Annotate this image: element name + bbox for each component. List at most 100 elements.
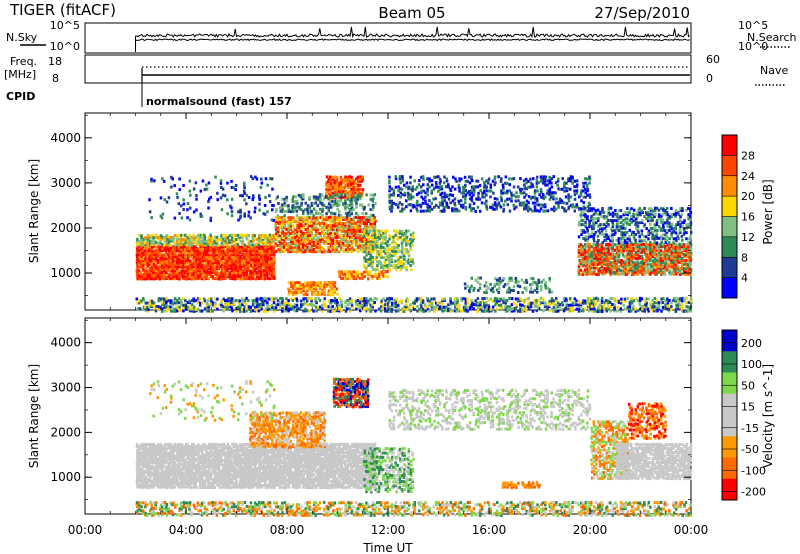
scatter-cell [204, 267, 208, 271]
scatter-cell [306, 293, 309, 297]
scatter-cell [317, 249, 320, 253]
scatter-cell [237, 233, 240, 237]
scatter-cell [340, 224, 344, 228]
scatter-cell [348, 240, 351, 244]
scatter-cell [153, 257, 156, 261]
scatter-cell [153, 245, 156, 249]
scatter-cell [357, 185, 360, 189]
scatter-cell [619, 215, 623, 219]
scatter-cell [390, 241, 394, 245]
scatter-cell [268, 239, 272, 243]
scatter-cell [289, 246, 292, 249]
scatter-cell [210, 236, 213, 239]
scatter-cell [296, 223, 299, 227]
scatter-cell [213, 270, 216, 274]
scatter-cell [280, 220, 284, 224]
scatter-cell [334, 235, 337, 239]
scatter-cell [346, 234, 349, 238]
scatter-cell [222, 237, 225, 241]
scatter-cell [341, 218, 345, 221]
scatter-cell [245, 271, 248, 274]
scatter-cell [226, 261, 229, 265]
scatter-cell [317, 290, 320, 294]
scatter-cell [312, 216, 315, 220]
scatter-cell [386, 249, 389, 253]
scatter-cell [157, 268, 160, 272]
scatter-cell [315, 244, 318, 248]
scatter-cell [183, 245, 187, 249]
scatter-cell [159, 269, 162, 273]
scatter-cell [214, 301, 217, 305]
scatter-cell [241, 268, 244, 272]
scatter-cell [399, 255, 402, 259]
scatter-cell [266, 255, 269, 259]
scatter-cell [332, 225, 335, 229]
scatter-cell [329, 287, 332, 291]
scatter-cell [260, 296, 263, 300]
scatter-cell [148, 271, 151, 275]
scatter-cell [233, 247, 236, 251]
scatter-cell [148, 266, 152, 270]
scatter-cell [247, 247, 251, 251]
scatter-cell [149, 253, 152, 256]
scatter-cell [209, 271, 213, 275]
scatter-cell [300, 238, 304, 242]
scatter-cell [163, 247, 166, 251]
scatter-cell [330, 205, 333, 209]
scatter-cell [165, 275, 168, 279]
scatter-cell [363, 250, 366, 254]
scatter-cell [460, 177, 463, 181]
scatter-cell [199, 270, 202, 274]
scatter-cell [327, 234, 330, 238]
scatter-cell [186, 277, 189, 281]
scatter-cell [150, 241, 153, 245]
scatter-cell [278, 248, 282, 252]
scatter-cell [340, 183, 343, 187]
scatter-cell [318, 223, 322, 227]
scatter-cell [327, 240, 330, 243]
scatter-cell [156, 241, 160, 245]
scatter-cell [674, 231, 678, 235]
scatter-cell [205, 251, 209, 255]
scatter-cell [188, 237, 192, 241]
scatter-cell [251, 276, 255, 280]
scatter-cell [260, 251, 263, 255]
scatter-cell [159, 259, 162, 263]
scatter-cell [232, 250, 236, 254]
scatter-cell [184, 241, 188, 245]
scatter-cell [411, 258, 414, 262]
scatter-cell [398, 229, 402, 233]
scatter-cell [264, 269, 267, 273]
scatter-cell [160, 273, 164, 277]
scatter-cell [171, 249, 175, 253]
scatter-cell [193, 255, 196, 259]
scatter-cell [256, 241, 259, 245]
scatter-cell [581, 189, 585, 193]
scatter-cell [330, 224, 333, 228]
scatter-cell [353, 238, 356, 241]
scatter-cell [348, 249, 351, 253]
scatter-cell [294, 235, 297, 239]
scatter-cell [173, 271, 177, 275]
scatter-cell [264, 255, 267, 259]
scatter-cell [241, 277, 244, 281]
scatter-cell [293, 303, 296, 307]
scatter-cell [215, 271, 218, 275]
scatter-cell [335, 175, 339, 179]
scatter-cell [289, 238, 293, 241]
scatter-cell [262, 233, 265, 237]
scatter-cell [609, 212, 612, 216]
scatter-cell [401, 175, 404, 179]
scatter-cell [239, 249, 243, 252]
scatter-cell [190, 245, 194, 249]
scatter-cell [308, 210, 312, 214]
scatter-cell [199, 261, 202, 265]
scatter-cell [272, 263, 275, 267]
scatter-cell [138, 255, 141, 259]
scatter-cell [171, 257, 175, 261]
scatter-cell [150, 277, 154, 281]
scatter-cell [260, 245, 263, 249]
scatter-cell [191, 269, 194, 273]
scatter-cell [211, 268, 214, 272]
scatter-cell [205, 261, 208, 265]
